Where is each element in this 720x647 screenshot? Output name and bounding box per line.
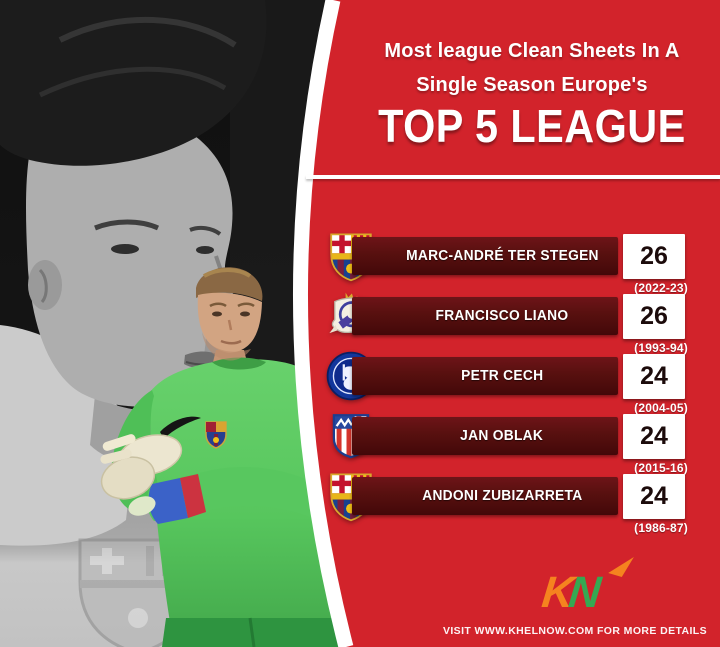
clean-sheets-value: 24 — [640, 362, 668, 390]
player-name-bar: ANDONI ZUBIZARRETA — [352, 477, 618, 515]
khelnow-logo: KN — [539, 557, 644, 620]
table-row: FRANCISCO LIANO 26 (1993-94) — [324, 292, 720, 355]
table-row: ANDONI ZUBIZARRETA 24 (1986-87) — [324, 473, 720, 535]
logo-pennant-icon — [608, 557, 634, 577]
goalkeeper-figure: Spotify — [100, 267, 341, 647]
player-name: FRANCISCO LIANO — [435, 308, 569, 324]
season-label: (1986-87) — [634, 521, 688, 535]
goalkeeper-gloves — [100, 434, 183, 516]
clean-sheets-box: 24 — [623, 414, 685, 459]
clean-sheets-value: 24 — [640, 422, 668, 450]
player-name: MARC-ANDRÉ TER STEGEN — [405, 248, 599, 264]
season-label: (1993-94) — [634, 341, 688, 355]
clean-sheets-box: 24 — [623, 474, 685, 519]
player-name-bar: MARC-ANDRÉ TER STEGEN — [352, 237, 618, 275]
clean-sheets-box: 26 — [623, 234, 685, 279]
season-label: (2022-23) — [634, 281, 688, 295]
poster-title: Most league Clean Sheets In A Single Sea… — [340, 32, 720, 152]
clean-sheets-value: 26 — [640, 302, 668, 330]
season-label: (2015-16) — [634, 461, 688, 475]
player-name: ANDONI ZUBIZARRETA — [421, 488, 583, 504]
title-line1: Most league Clean Sheets In A — [384, 40, 680, 62]
table-row: JAN OBLAK 24 (2015-16) — [324, 414, 720, 475]
clean-sheets-value: 26 — [640, 242, 668, 270]
table-row: PETR CECH 24 (2004-05) — [324, 351, 720, 415]
clean-sheets-value: 24 — [640, 482, 668, 510]
footer-text: VISIT WWW.KHELNOW.COM FOR MORE DETAILS — [442, 625, 708, 637]
player-name: PETR CECH — [460, 368, 544, 384]
season-label: (2004-05) — [634, 401, 688, 415]
title-divider — [306, 175, 720, 179]
player-name: JAN OBLAK — [460, 428, 544, 444]
player-name-bar: PETR CECH — [352, 357, 618, 395]
title-line2: Single Season Europe's — [416, 74, 648, 96]
curved-white-stripe — [292, 0, 354, 647]
clean-sheets-box: 24 — [623, 354, 685, 399]
player-name-bar: JAN OBLAK — [352, 417, 618, 455]
table-row: MARC-ANDRÉ TER STEGEN 26 (2022-23) — [324, 233, 720, 295]
player-name-bar: FRANCISCO LIANO — [352, 297, 618, 335]
logo-letter-n: N — [566, 568, 604, 617]
jersey-crest — [205, 421, 227, 449]
clean-sheets-box: 26 — [623, 294, 685, 339]
title-line3: TOP 5 LEAGUE — [378, 100, 686, 152]
